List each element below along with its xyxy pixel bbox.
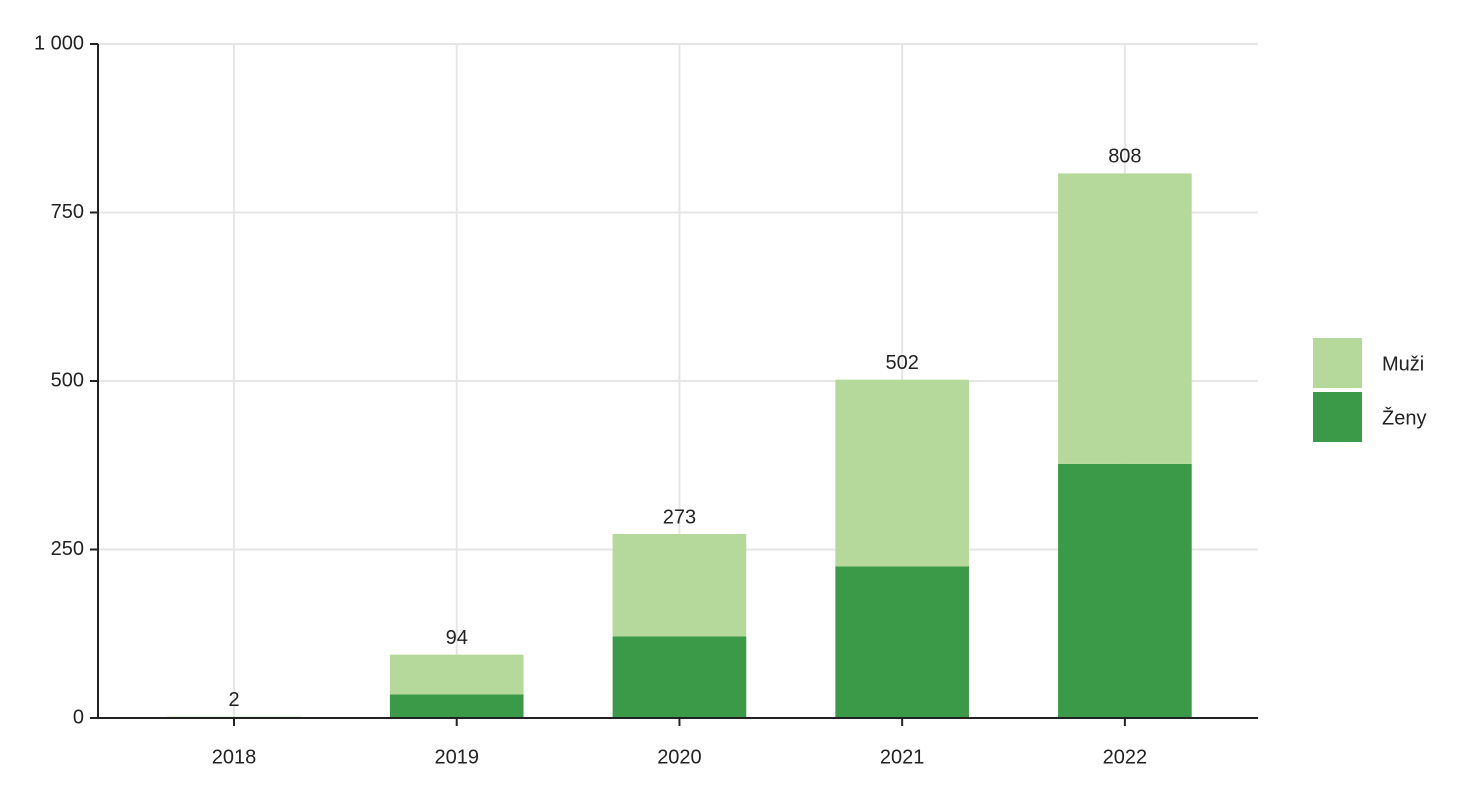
legend-label: Ženy bbox=[1382, 406, 1426, 429]
total-label: 94 bbox=[446, 627, 468, 649]
legend-label: Muži bbox=[1382, 353, 1424, 375]
y-tick-label: 250 bbox=[51, 538, 84, 560]
bar-segment bbox=[389, 654, 524, 695]
legend-swatch bbox=[1313, 338, 1362, 388]
total-label: 2 bbox=[228, 689, 239, 711]
x-tick-label: 2021 bbox=[880, 746, 925, 768]
bar-segment bbox=[167, 716, 301, 718]
total-label: 808 bbox=[1108, 146, 1141, 168]
bar-segment bbox=[389, 694, 524, 718]
y-tick-label: 1 000 bbox=[34, 32, 84, 54]
y-tick-label: 500 bbox=[51, 369, 84, 391]
bar-segment bbox=[835, 566, 969, 718]
bar-segment bbox=[612, 636, 747, 718]
bar-segment bbox=[1058, 173, 1192, 464]
total-label: 273 bbox=[663, 506, 696, 528]
bar-segment bbox=[835, 379, 969, 567]
x-tick-label: 2020 bbox=[657, 746, 702, 768]
bar-segment bbox=[1058, 463, 1192, 718]
legend-swatch bbox=[1313, 392, 1362, 442]
total-label: 502 bbox=[885, 352, 918, 374]
x-tick-label: 2018 bbox=[212, 746, 257, 768]
y-tick-label: 750 bbox=[51, 201, 84, 223]
y-tick-label: 0 bbox=[73, 706, 84, 728]
bar-segment bbox=[612, 533, 747, 637]
x-tick-label: 2019 bbox=[434, 746, 479, 768]
x-tick-label: 2022 bbox=[1103, 746, 1148, 768]
